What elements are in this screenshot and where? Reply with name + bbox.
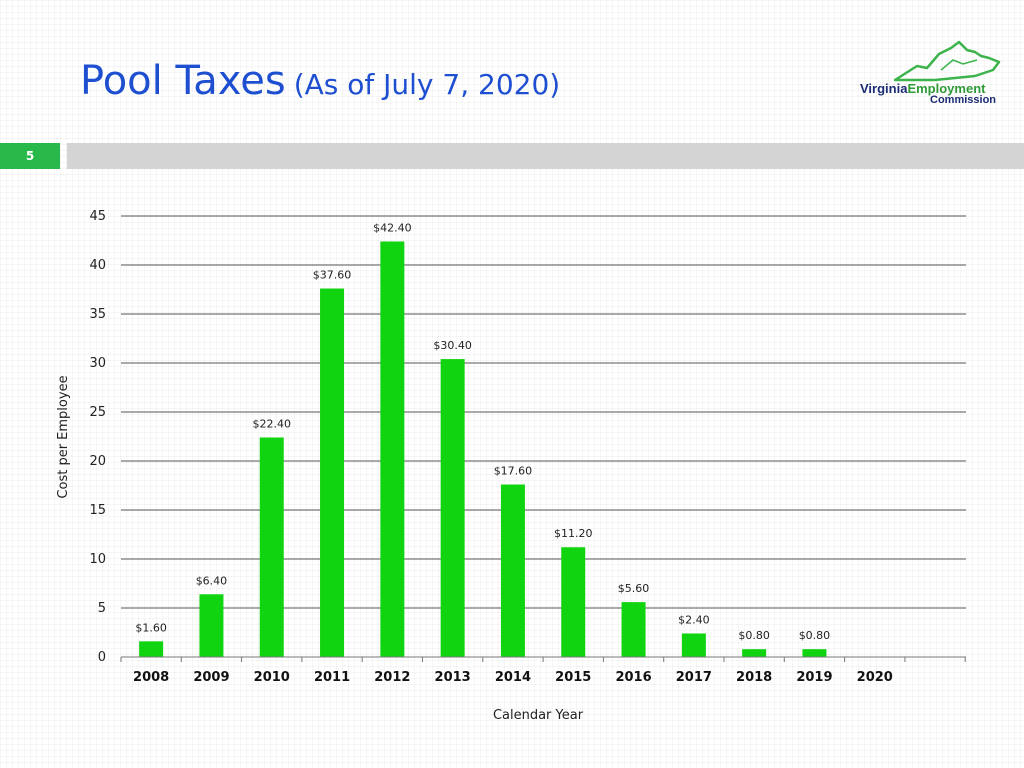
bar-2018: [742, 649, 767, 657]
x-tick-label: 2009: [193, 670, 229, 685]
chart-data-labels: $1.60 $6.40 $22.40 $37.60 $42.40 $30.40 $17.60…: [135, 221, 830, 642]
page-title: Pool Taxes (As of July 7, 2020): [80, 58, 560, 104]
bar-2014: [500, 484, 525, 657]
x-tick-label: 2012: [374, 670, 410, 685]
data-label-2012: $42.40: [373, 221, 412, 234]
x-tick-label: 2013: [435, 670, 471, 685]
logo-text-virginia: Virginia: [860, 81, 908, 96]
data-label-2015: $11.20: [554, 527, 593, 540]
data-label-2008: $1.60: [135, 621, 167, 634]
bar-2019: [802, 649, 827, 657]
bar-2013: [440, 359, 465, 657]
bar-2009: [199, 594, 224, 657]
chart-axes: 0 5 10 15 20 25 30 35 40 45 2008 2009 2010 2011 2012 20…: [89, 209, 966, 685]
y-tick-label: 15: [89, 503, 106, 518]
x-tick-label: 2018: [736, 670, 772, 685]
x-tick-label: 2010: [254, 670, 290, 685]
bar-2015: [561, 547, 586, 657]
y-tick-label: 35: [89, 307, 106, 322]
y-axis-label: Cost per Employee: [56, 375, 71, 498]
vec-logo: VirginiaEmployment Commission: [855, 40, 1005, 110]
x-tick-label: 2016: [615, 670, 651, 685]
data-label-2017: $2.40: [678, 613, 710, 626]
chart-bars: [139, 241, 827, 658]
y-tick-label: 20: [89, 454, 106, 469]
data-label-2011: $37.60: [313, 269, 352, 282]
header-band: [67, 143, 1024, 169]
slide-number-badge: 5: [0, 143, 60, 169]
y-tick-label: 5: [98, 601, 106, 616]
bar-2011: [320, 288, 345, 657]
bar-2012: [380, 241, 405, 658]
data-label-2009: $6.40: [196, 574, 228, 587]
x-tick-label: 2017: [676, 670, 712, 685]
bar-2010: [259, 437, 284, 657]
logo-text-line1: VirginiaEmployment: [860, 81, 985, 96]
page-title-main: Pool Taxes: [80, 58, 286, 104]
data-label-2016: $5.60: [618, 582, 650, 595]
bar-2008: [139, 641, 164, 657]
logo-text-line2: Commission: [930, 94, 997, 106]
bar-2016: [621, 602, 646, 657]
logo-text-employment: Employment: [907, 81, 986, 96]
page-title-sub: (As of July 7, 2020): [293, 68, 561, 101]
data-label-2018: $0.80: [738, 629, 770, 642]
data-label-2010: $22.40: [253, 417, 292, 430]
data-label-2014: $17.60: [494, 465, 533, 478]
data-label-2019: $0.80: [799, 629, 831, 642]
y-tick-label: 30: [89, 356, 106, 371]
x-tick-label: 2015: [555, 670, 591, 685]
x-axis-label: Calendar Year: [493, 708, 584, 723]
y-tick-label: 45: [89, 209, 106, 224]
y-tick-label: 0: [98, 650, 106, 665]
y-tick-label: 10: [89, 552, 106, 567]
data-label-2013: $30.40: [433, 339, 472, 352]
y-tick-label: 25: [89, 405, 106, 420]
x-tick-label: 2014: [495, 670, 531, 685]
y-tick-label: 40: [89, 258, 106, 273]
x-tick-label: 2019: [796, 670, 832, 685]
x-tick-label: 2011: [314, 670, 350, 685]
virginia-map-icon: [893, 40, 1001, 82]
x-tick-label: 2008: [133, 670, 169, 685]
bar-2017: [681, 633, 706, 657]
chart-gridlines: [121, 215, 966, 609]
x-tick-label: 2020: [857, 670, 893, 685]
